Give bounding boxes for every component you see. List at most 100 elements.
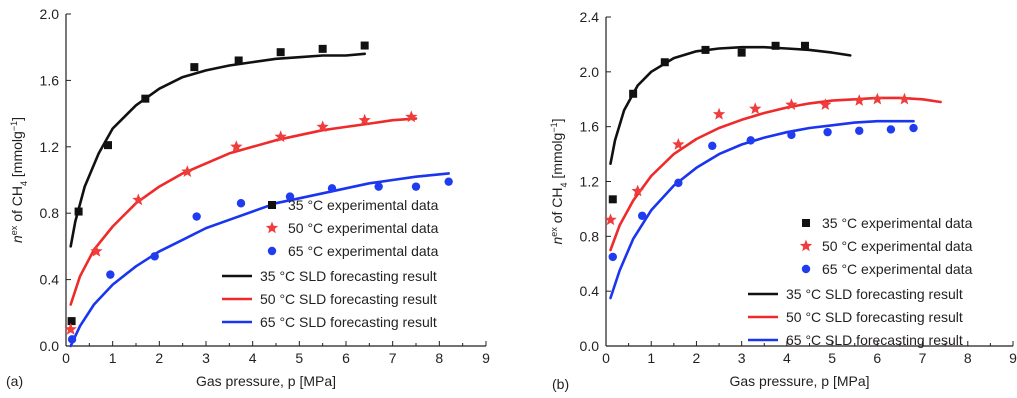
x-tick-label: 0: [62, 350, 70, 366]
sld-curve: [609, 96, 942, 252]
data-point: [405, 110, 418, 123]
data-point: [853, 94, 866, 106]
panel-label: (b): [552, 376, 569, 392]
data-point: [823, 127, 832, 137]
data-point: [150, 252, 159, 261]
data-point: [141, 94, 150, 103]
data-point: [701, 45, 710, 54]
sld-curve: [609, 45, 852, 165]
data-point: [629, 89, 638, 98]
data-point: [64, 322, 77, 335]
legend-label: 65 °C SLD forecasting result: [260, 314, 437, 330]
legend-label: 50 °C experimental data: [822, 238, 973, 254]
data-point: [90, 244, 103, 257]
data-point: [327, 184, 337, 193]
y-tick-label: 0.4: [580, 283, 600, 299]
data-point: [285, 192, 295, 201]
legend-label: 50 °C SLD forecasting result: [786, 309, 963, 325]
data-point: [886, 125, 896, 134]
y-tick-label: 0.0: [580, 338, 600, 354]
x-tick-label: 8: [435, 350, 443, 366]
panel-b: 0 1 2 3 4 5 6 7 8 9 0.0 0.4 0.8 1.2 1.6 2.0 2.4 Gas press…: [549, 9, 1017, 392]
data-point: [746, 136, 755, 145]
data-point: [819, 98, 832, 110]
sld-curve: [69, 172, 450, 348]
data-point: [800, 41, 809, 50]
x-tick-label: 0: [602, 350, 610, 366]
legend-marker: [799, 239, 813, 252]
data-point: [871, 92, 884, 105]
legend-label: 35 °C experimental data: [288, 197, 439, 213]
sld-curve: [69, 52, 366, 248]
data-point: [672, 138, 685, 150]
data-point: [737, 48, 746, 57]
legend-label: 35 °C experimental data: [822, 215, 973, 231]
x-tick-label: 9: [1009, 350, 1017, 366]
y-tick-label: 0.4: [40, 272, 60, 288]
x-tick-label: 4: [249, 350, 257, 366]
data-point: [230, 140, 243, 153]
data-point: [608, 252, 617, 262]
x-tick-label: 8: [964, 350, 972, 366]
legend-label: 65 °C SLD forecasting result: [786, 332, 963, 348]
data-point: [712, 107, 726, 120]
data-point: [855, 126, 864, 135]
data-point: [785, 98, 798, 110]
data-point: [104, 141, 112, 150]
panel-a: 0 1 2 3 4 5 6 7 8 9 0.0 0.4 0.8 1.2 1.6 2.0 Gas pressure…: [6, 6, 490, 389]
y-tick-label: 2.4: [580, 9, 600, 25]
y-tick-label: 1.6: [40, 72, 60, 88]
data-point: [316, 120, 329, 133]
x-tick-label: 5: [295, 350, 303, 366]
x-tick-label: 1: [109, 350, 117, 366]
data-point: [67, 335, 77, 344]
data-point: [236, 199, 246, 208]
data-point: [181, 165, 194, 177]
x-tick-label: 5: [828, 350, 836, 366]
data-point: [132, 193, 145, 206]
legend-label: 65 °C experimental data: [288, 243, 439, 259]
data-point: [358, 113, 371, 126]
legend-label: 50 °C SLD forecasting result: [260, 291, 437, 307]
y-tick-label: 2.0: [40, 6, 60, 22]
x-axis-label: Gas pressure, p [MPa]: [729, 373, 869, 389]
legend-marker: [801, 264, 811, 274]
x-tick-label: 1: [647, 350, 655, 366]
panel-label: (a): [6, 373, 23, 389]
data-point: [192, 212, 201, 221]
x-tick-label: 9: [482, 350, 490, 366]
legend-label: 65 °C experimental data: [822, 261, 973, 277]
data-point: [909, 123, 918, 133]
data-point: [631, 184, 644, 197]
x-tick-label: 3: [738, 350, 746, 366]
legend-marker: [802, 219, 810, 227]
x-axis-label: Gas pressure, p [MPa]: [196, 373, 336, 389]
data-point: [374, 182, 383, 191]
y-axis-label: nex of CH4 [mmolg−1]: [549, 119, 569, 245]
data-point: [74, 207, 83, 216]
data-point: [318, 44, 327, 53]
y-tick-label: 0.8: [40, 205, 60, 221]
x-tick-label: 4: [783, 350, 791, 366]
y-tick-label: 1.2: [580, 174, 600, 190]
data-point: [274, 130, 287, 143]
legend-marker: [268, 201, 276, 209]
legend-label: 35 °C SLD forecasting result: [786, 286, 963, 302]
data-point: [771, 41, 780, 50]
data-point: [660, 58, 669, 67]
x-tick-label: 2: [155, 350, 163, 366]
data-point: [749, 102, 762, 115]
data-point: [898, 92, 911, 105]
y-axis-label: nex of CH4 [mmolg−1]: [9, 117, 29, 243]
data-point: [234, 56, 243, 65]
data-point: [276, 48, 285, 57]
data-point: [637, 211, 647, 220]
data-point: [708, 141, 717, 151]
data-point: [190, 63, 199, 72]
data-point: [608, 195, 617, 204]
sld-curve: [69, 117, 418, 306]
x-tick-label: 6: [873, 350, 881, 366]
data-point: [604, 213, 617, 226]
y-tick-label: 1.6: [580, 119, 600, 135]
